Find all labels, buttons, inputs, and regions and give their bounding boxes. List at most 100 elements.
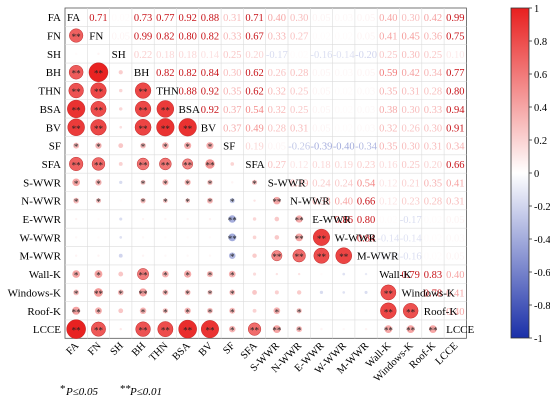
correlation-circle (161, 142, 169, 149)
significance-mark: * (252, 179, 257, 189)
value-label: 0.71 (245, 13, 263, 24)
value-label: 0.54 (357, 178, 376, 189)
cell-layer: 0.71 0.02 0.73 0.77 0.92 0.88 0.31 0.71 0.40 0.30… (66, 13, 465, 339)
value-label: 0.20 (424, 160, 442, 171)
correlation-circle (95, 179, 102, 186)
correlation-circle (134, 82, 152, 99)
value-label: 0.41 (379, 32, 397, 43)
value-label: 0.31 (424, 142, 442, 153)
correlation-circle (90, 101, 107, 117)
significance-mark: ** (94, 87, 104, 97)
significance-mark: * (96, 307, 101, 317)
correlation-circle (406, 325, 415, 334)
value-label: 0.32 (379, 123, 397, 134)
diagonal-label: M-WWR (357, 251, 399, 263)
correlation-circle (295, 233, 303, 242)
correlation-circle (364, 309, 368, 312)
correlation-circle (74, 52, 78, 56)
significance-mark: * (297, 326, 302, 336)
diagonal-label: FN (89, 31, 103, 43)
significance-mark: * (163, 271, 168, 281)
value-label: 0.03 (357, 87, 375, 98)
correlation-circle (208, 254, 212, 257)
value-label: 0.12 (379, 197, 397, 208)
correlation-circle (73, 142, 80, 149)
colorbar-tick-label: -0.4 (534, 235, 550, 246)
value-label: 0.03 (357, 105, 375, 116)
value-label: 0.25 (290, 105, 308, 116)
value-label: 0.35 (379, 142, 397, 153)
correlation-circle (228, 270, 236, 278)
significance-mark: * (185, 197, 190, 207)
significance-mark: ** (72, 160, 82, 170)
value-label: 0.41 (446, 178, 464, 189)
correlation-circle (228, 233, 237, 242)
value-label: 0.02 (312, 32, 330, 43)
significance-mark: * (185, 179, 190, 189)
value-label: 0.05 (312, 13, 330, 24)
value-label: 0.28 (290, 68, 308, 79)
correlation-circle (140, 197, 146, 204)
row-label: M-WWR (19, 251, 61, 263)
correlation-circle (135, 321, 151, 337)
row-label: Wall-K (29, 269, 61, 281)
diagonal-label: FA (67, 12, 80, 24)
significance-mark: ** (183, 326, 193, 336)
correlation-circle (201, 320, 219, 339)
row-label: SH (47, 49, 61, 61)
correlation-circle (364, 327, 368, 331)
correlation-circle (207, 307, 213, 314)
value-label: 0.54 (245, 105, 264, 116)
correlation-circle (117, 289, 124, 296)
value-label: 0.80 (357, 215, 375, 226)
significance-mark: * (163, 289, 168, 299)
diagonal-label: Roof-K (424, 306, 458, 318)
significance-mark: * (74, 197, 79, 207)
value-label: 0.03 (446, 233, 464, 244)
significance-mark: ** (384, 289, 394, 299)
correlation-circle (296, 326, 303, 333)
value-label: 0.62 (245, 87, 263, 98)
diagonal-label: E-WWR (312, 214, 351, 226)
value-label: 0.21 (401, 178, 419, 189)
correlation-circle (134, 119, 152, 136)
correlation-circle (141, 217, 145, 221)
correlation-circle (136, 157, 150, 171)
significance-mark: ** (94, 69, 104, 79)
correlation-circle (95, 198, 102, 204)
correlation-circle (272, 325, 281, 334)
value-label: 0.71 (89, 13, 107, 24)
correlation-circle (178, 319, 197, 339)
value-label: 0.02 (290, 50, 308, 61)
correlation-circle (91, 321, 106, 337)
significance-mark: * (96, 197, 101, 207)
value-label: -0.40 (333, 142, 355, 153)
correlation-circle (207, 179, 213, 186)
significance-mark: ** (139, 271, 149, 281)
correlation-circle (97, 217, 100, 221)
value-label: 0.82 (156, 32, 174, 43)
colorbar-tick-label: 0.4 (534, 103, 548, 114)
colorbar-tick-label: -0.2 (534, 202, 550, 213)
row-label: Roof-K (27, 306, 61, 318)
correlation-circle (342, 291, 346, 294)
correlation-circle (162, 198, 168, 204)
correlation-circle (141, 254, 145, 257)
diagonal-label: LCCE (446, 324, 474, 336)
correlation-circle (184, 270, 192, 278)
value-label: 0.25 (424, 50, 442, 61)
correlation-circle (252, 253, 257, 258)
significance-mark: ** (228, 216, 238, 226)
significance-mark: * (185, 142, 190, 152)
correlation-circle (119, 327, 122, 331)
correlation-circle (364, 290, 368, 294)
correlation-circle (69, 156, 84, 171)
significance-mark: ** (139, 326, 149, 336)
value-label: 0.30 (401, 50, 419, 61)
correlation-circle (295, 215, 303, 223)
correlation-circle (274, 216, 280, 222)
significance-mark: ** (317, 234, 327, 244)
value-label: 0.94 (446, 105, 465, 116)
